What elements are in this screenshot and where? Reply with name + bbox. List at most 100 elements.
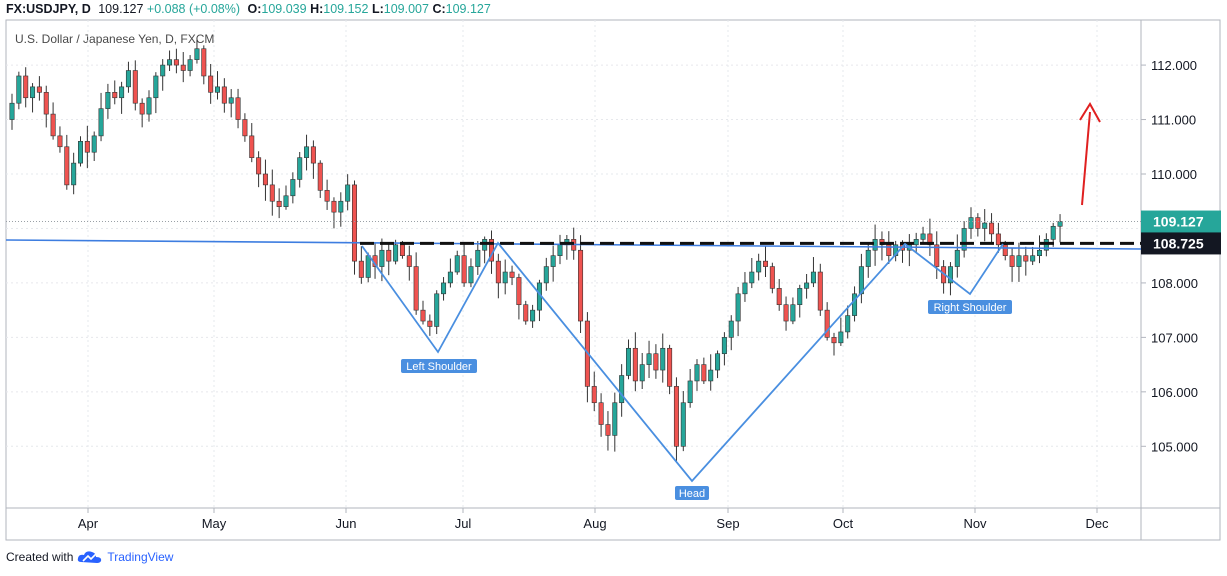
chart-subtitle: U.S. Dollar / Japanese Yen, D, FXCM <box>15 32 215 46</box>
candle-body <box>153 75 159 99</box>
pattern-label: Right Shoulder <box>934 302 1007 314</box>
candle-body <box>632 347 638 382</box>
candle-body <box>447 271 453 284</box>
candle-body <box>50 113 56 137</box>
candle-body <box>180 64 186 71</box>
x-tick-label: Jul <box>455 516 472 531</box>
x-tick-label: May <box>202 516 227 531</box>
candle-body <box>262 173 268 186</box>
candle-body <box>105 92 111 109</box>
candle-body <box>30 86 36 99</box>
x-tick-label: Aug <box>583 516 606 531</box>
candle-body <box>667 347 673 387</box>
candle-body <box>612 402 618 436</box>
candle-body <box>16 75 22 104</box>
x-tick-label: Apr <box>78 516 99 531</box>
breakout-arrow-shaft <box>1081 111 1091 206</box>
candle-body <box>509 271 515 278</box>
candle-body <box>783 304 789 322</box>
candle-body <box>550 255 556 267</box>
candle-body <box>591 386 597 404</box>
candle-body <box>523 304 529 322</box>
candle-body <box>995 233 1001 246</box>
candle-body <box>715 353 721 371</box>
candle-body <box>167 59 173 66</box>
candle-body <box>769 266 775 289</box>
close-label: C: <box>432 2 446 16</box>
footer: Created with TradingView <box>6 550 173 564</box>
candle-body <box>845 315 851 333</box>
candle-body <box>324 190 330 202</box>
candle-body <box>598 402 604 425</box>
candle-body <box>968 217 974 229</box>
candle-body <box>36 86 42 93</box>
candle-body <box>23 75 29 99</box>
candle-body <box>578 249 584 322</box>
candle-body <box>173 59 179 66</box>
candle-body <box>756 260 762 273</box>
candle-body <box>406 255 412 267</box>
pattern-label: Left Shoulder <box>406 361 472 373</box>
candle-body <box>194 48 200 60</box>
x-tick-label: Jun <box>336 516 357 531</box>
candle-body <box>221 86 227 104</box>
candle-body <box>269 184 275 202</box>
pattern-outline <box>361 241 1004 483</box>
candle-body <box>112 92 118 99</box>
candle-body <box>804 282 810 289</box>
candle-body <box>475 249 481 267</box>
candle-body <box>810 271 816 284</box>
candle-body <box>701 364 707 382</box>
candle-body <box>495 260 501 284</box>
candle-body <box>413 266 419 311</box>
candle-body <box>1037 249 1043 256</box>
candle-body <box>502 271 508 284</box>
candle-body <box>310 146 316 164</box>
candle-body <box>276 200 282 207</box>
y-tick-label: 107.000 <box>1151 330 1198 345</box>
close-value: 109.127 <box>445 2 491 16</box>
candle-body <box>379 249 385 267</box>
tradingview-brand[interactable]: TradingView <box>107 550 174 564</box>
candle-body <box>913 239 919 246</box>
candle-body <box>975 217 981 229</box>
price-change: +0.088 (+0.08%) <box>146 2 241 16</box>
candle-body <box>776 288 782 306</box>
y-tick-label: 105.000 <box>1151 439 1198 454</box>
x-tick-label: Oct <box>833 516 854 531</box>
x-tick-label: Nov <box>963 516 987 531</box>
level-price-badge <box>1141 232 1221 255</box>
candle-body <box>249 135 255 158</box>
candle-body <box>735 293 741 322</box>
candle-body <box>365 255 371 278</box>
candle-body <box>78 141 84 164</box>
candle-body <box>454 255 460 273</box>
candle-body <box>817 271 823 311</box>
candle-body <box>64 146 70 186</box>
candle-body <box>242 119 248 137</box>
y-tick-label: 110.000 <box>1151 167 1197 182</box>
candle-body <box>749 271 755 284</box>
y-tick-label: 108.000 <box>1151 276 1198 291</box>
candle-body <box>91 135 97 153</box>
candle-body <box>228 97 234 104</box>
open-value: 109.039 <box>261 2 307 16</box>
candle-body <box>43 92 49 115</box>
candle-body <box>680 402 686 447</box>
candle-body <box>57 135 63 148</box>
candle-body <box>1002 244 1008 256</box>
candle-body <box>605 424 611 436</box>
candle-body <box>708 369 714 382</box>
candle-body <box>358 260 364 278</box>
candle-body <box>1030 255 1036 262</box>
pattern-label: Head <box>679 488 705 500</box>
candle-body <box>393 244 399 262</box>
last-price-badge <box>1141 210 1221 233</box>
candle-body <box>9 102 15 120</box>
candle-body <box>1057 221 1063 227</box>
symbol-label: FX:USDJPY, D <box>6 2 91 16</box>
pattern-label-badge <box>401 359 477 373</box>
candle-body <box>434 293 440 327</box>
candle-body <box>947 266 953 284</box>
